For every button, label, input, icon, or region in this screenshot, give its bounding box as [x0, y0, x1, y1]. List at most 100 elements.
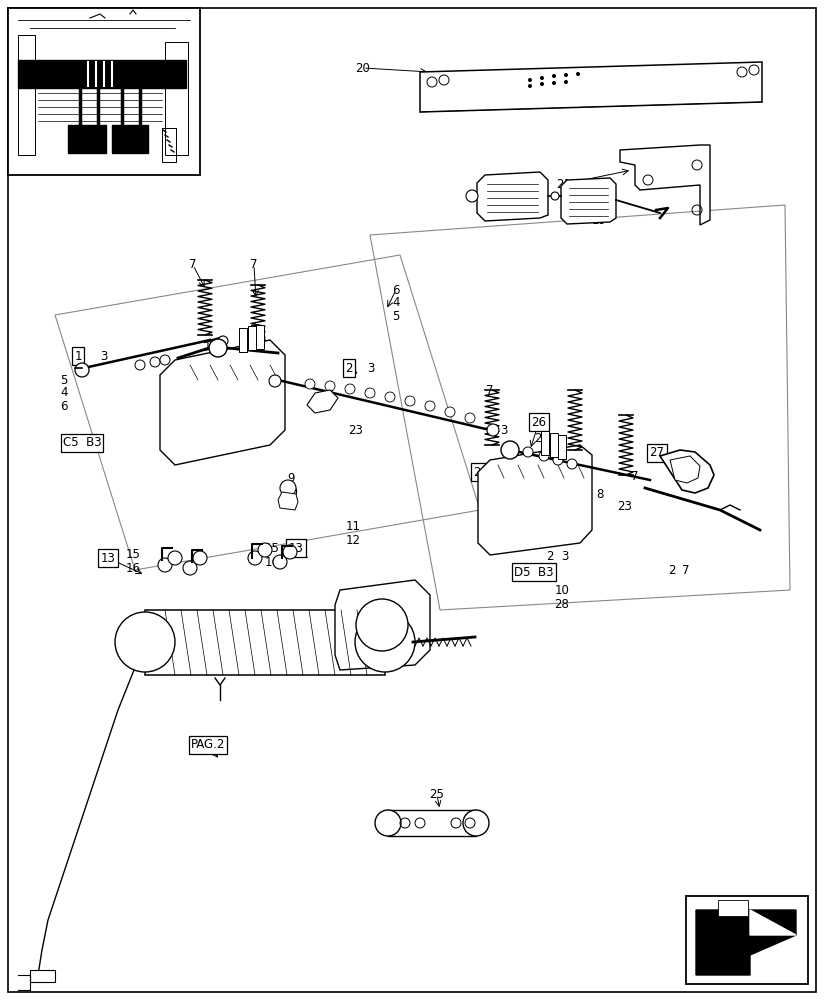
- Circle shape: [375, 810, 401, 836]
- Bar: [145, 610, 385, 675]
- Text: 1: 1: [74, 350, 82, 362]
- Polygon shape: [477, 172, 548, 221]
- Text: 28: 28: [555, 597, 569, 610]
- Polygon shape: [160, 340, 285, 465]
- Circle shape: [325, 381, 335, 391]
- Bar: [30, 970, 55, 982]
- Circle shape: [523, 447, 533, 457]
- Text: 16: 16: [265, 556, 279, 568]
- Text: 3: 3: [101, 350, 108, 362]
- Bar: [248, 326, 256, 350]
- Text: 12: 12: [345, 534, 360, 546]
- Circle shape: [564, 73, 568, 77]
- Text: 10: 10: [283, 486, 298, 498]
- Bar: [239, 328, 247, 352]
- Text: C5  B3: C5 B3: [63, 436, 101, 450]
- Text: 5: 5: [392, 310, 400, 324]
- Circle shape: [552, 74, 556, 78]
- Circle shape: [365, 388, 375, 398]
- Bar: [256, 325, 264, 349]
- Bar: [686, 896, 808, 984]
- Circle shape: [540, 82, 544, 86]
- Circle shape: [273, 555, 287, 569]
- Circle shape: [564, 80, 568, 84]
- Circle shape: [269, 375, 281, 387]
- Circle shape: [567, 459, 577, 469]
- Text: 13: 13: [101, 552, 115, 564]
- Text: 7: 7: [631, 471, 639, 484]
- Text: 2: 2: [668, 564, 676, 578]
- Text: 7: 7: [486, 383, 494, 396]
- Bar: [550, 433, 558, 457]
- Polygon shape: [696, 910, 796, 975]
- Text: 15: 15: [125, 548, 140, 560]
- Text: 15: 15: [265, 542, 279, 554]
- Bar: [18, 60, 186, 88]
- Circle shape: [552, 81, 556, 85]
- Text: 22: 22: [475, 205, 490, 218]
- Text: 26: 26: [531, 416, 546, 428]
- Circle shape: [160, 355, 170, 365]
- Text: 20: 20: [356, 62, 371, 75]
- Text: 25: 25: [429, 788, 444, 802]
- Text: 21: 21: [556, 178, 572, 190]
- Polygon shape: [660, 450, 714, 493]
- Text: 29: 29: [578, 474, 593, 487]
- Text: 6: 6: [392, 284, 400, 296]
- Polygon shape: [670, 456, 700, 483]
- Circle shape: [540, 76, 544, 80]
- Circle shape: [345, 384, 355, 394]
- Text: 23: 23: [208, 434, 222, 448]
- Text: 9: 9: [288, 472, 295, 485]
- Bar: [388, 810, 476, 836]
- Text: 24: 24: [207, 355, 222, 367]
- Text: 23: 23: [349, 424, 363, 436]
- Text: 8: 8: [597, 488, 604, 500]
- Text: 4: 4: [60, 386, 68, 399]
- Circle shape: [248, 551, 262, 565]
- Bar: [541, 431, 549, 455]
- Circle shape: [487, 424, 499, 436]
- Text: 8: 8: [326, 386, 334, 399]
- Polygon shape: [478, 445, 592, 555]
- Text: 3: 3: [550, 446, 558, 460]
- Text: 3: 3: [500, 424, 508, 436]
- Text: 3: 3: [583, 460, 590, 473]
- Circle shape: [135, 360, 145, 370]
- Circle shape: [425, 401, 435, 411]
- Circle shape: [355, 612, 415, 672]
- Circle shape: [528, 78, 532, 82]
- Text: 27: 27: [649, 446, 664, 460]
- Bar: [112, 125, 148, 153]
- Text: 3: 3: [368, 361, 375, 374]
- Text: 26: 26: [474, 466, 489, 479]
- Text: 6: 6: [60, 399, 68, 412]
- Text: 23: 23: [617, 500, 633, 514]
- Text: 7: 7: [190, 258, 197, 271]
- Circle shape: [193, 551, 207, 565]
- Polygon shape: [420, 62, 762, 112]
- Polygon shape: [278, 492, 298, 510]
- Circle shape: [405, 396, 415, 406]
- Bar: [718, 900, 748, 916]
- Text: 7: 7: [682, 564, 690, 578]
- Text: 7: 7: [250, 324, 258, 336]
- Circle shape: [258, 543, 272, 557]
- Bar: [8, 8, 200, 175]
- Text: 17: 17: [204, 340, 218, 354]
- Polygon shape: [307, 390, 338, 413]
- Circle shape: [183, 561, 197, 575]
- Text: 19: 19: [592, 215, 606, 228]
- Polygon shape: [620, 145, 710, 225]
- Circle shape: [576, 72, 580, 76]
- Circle shape: [528, 84, 532, 88]
- Circle shape: [115, 612, 175, 672]
- Circle shape: [465, 413, 475, 423]
- Circle shape: [539, 451, 549, 461]
- Circle shape: [551, 192, 559, 200]
- Circle shape: [218, 336, 228, 346]
- Text: 11: 11: [345, 520, 360, 532]
- Bar: [558, 435, 566, 459]
- Text: 10: 10: [555, 584, 569, 596]
- Text: 3: 3: [561, 550, 569, 562]
